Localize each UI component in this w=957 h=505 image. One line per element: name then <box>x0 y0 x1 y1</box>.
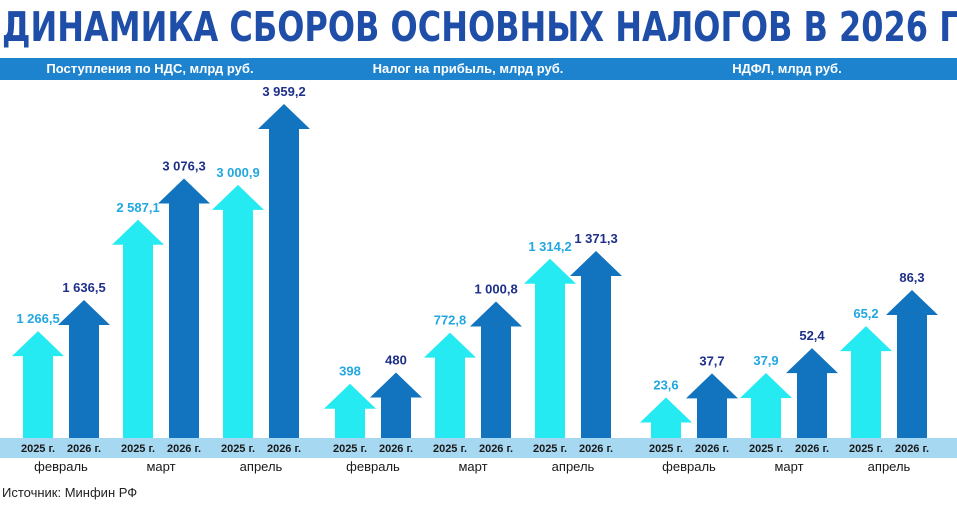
value-label-p1-m2-s0: 1 314,2 <box>528 239 571 254</box>
year-label-p1-m2-s0: 2025 г. <box>533 443 567 455</box>
value-label-p0-m2-s1: 3 959,2 <box>262 84 305 99</box>
year-label-p1-m1-s1: 2026 г. <box>479 443 513 455</box>
arrow-bar-p2-m0-s1 <box>686 373 738 438</box>
arrow-bar-p1-m0-s0 <box>324 383 376 438</box>
arrow-bar-p2-m1-s1 <box>786 348 838 438</box>
panel-header-band <box>0 58 957 80</box>
value-label-p1-m0-s0: 398 <box>339 364 361 379</box>
arrow-bar-p0-m1-s1 <box>158 178 210 438</box>
year-label-p0-m1-s1: 2026 г. <box>167 443 201 455</box>
year-label-band <box>0 438 957 458</box>
panel-title-vat: Поступления по НДС, млрд руб. <box>46 61 254 76</box>
value-label-p1-m2-s1: 1 371,3 <box>574 231 617 246</box>
panel-title-profit-tax: Налог на прибыль, млрд руб. <box>372 61 564 76</box>
year-label-p0-m2-s1: 2026 г. <box>267 443 301 455</box>
month-label-p1-m0: февраль <box>346 459 400 474</box>
month-label-p0-m0: февраль <box>34 459 88 474</box>
month-label-p0-m1: март <box>146 459 175 474</box>
year-label-p0-m0-s1: 2026 г. <box>67 443 101 455</box>
value-label-p2-m2-s0: 65,2 <box>853 306 878 321</box>
arrow-bar-p0-m0-s1 <box>58 299 110 438</box>
tax-collections-chart: 1 266,5 2025 г. 1 636,5 2026 г. февраль 2 587… <box>12 84 938 474</box>
year-label-p0-m1-s0: 2025 г. <box>121 443 155 455</box>
month-label-p2-m1: март <box>774 459 803 474</box>
year-label-p1-m0-s0: 2025 г. <box>333 443 367 455</box>
year-label-p2-m2-s1: 2026 г. <box>895 443 929 455</box>
month-label-p2-m2: апрель <box>868 459 911 474</box>
arrow-bar-p1-m2-s1 <box>570 251 622 438</box>
value-label-p1-m0-s1: 480 <box>385 353 407 368</box>
value-label-p1-m1-s0: 772,8 <box>434 313 467 328</box>
arrow-bar-p0-m2-s1 <box>258 104 310 438</box>
year-label-p2-m0-s1: 2026 г. <box>695 443 729 455</box>
year-label-p1-m0-s1: 2026 г. <box>379 443 413 455</box>
value-label-p2-m0-s1: 37,7 <box>699 353 724 368</box>
value-label-p2-m2-s1: 86,3 <box>899 270 924 285</box>
value-label-p2-m0-s0: 23,6 <box>653 378 678 393</box>
year-label-p0-m0-s0: 2025 г. <box>21 443 55 455</box>
arrow-bar-p2-m2-s0 <box>840 326 892 438</box>
arrow-bar-p1-m1-s1 <box>470 301 522 438</box>
month-label-p0-m2: апрель <box>240 459 283 474</box>
value-label-p0-m1-s0: 2 587,1 <box>116 200 159 215</box>
month-label-p2-m0: февраль <box>662 459 716 474</box>
arrow-bar-p0-m2-s0 <box>212 184 264 438</box>
value-label-p2-m1-s1: 52,4 <box>799 328 825 343</box>
year-label-p2-m1-s1: 2026 г. <box>795 443 829 455</box>
year-label-p1-m1-s0: 2025 г. <box>433 443 467 455</box>
month-label-p1-m2: апрель <box>552 459 595 474</box>
arrow-bar-p0-m1-s0 <box>112 219 164 438</box>
value-label-p0-m1-s1: 3 076,3 <box>162 158 205 173</box>
year-label-p1-m2-s1: 2026 г. <box>579 443 613 455</box>
month-label-p1-m1: март <box>458 459 487 474</box>
year-label-p2-m1-s0: 2025 г. <box>749 443 783 455</box>
arrow-bar-p2-m1-s0 <box>740 373 792 438</box>
value-label-p0-m0-s0: 1 266,5 <box>16 311 59 326</box>
value-label-p0-m0-s1: 1 636,5 <box>62 280 105 295</box>
value-label-p1-m1-s1: 1 000,8 <box>474 282 517 297</box>
panel-title-income-tax: НДФЛ, млрд руб. <box>732 61 842 76</box>
year-label-p0-m2-s0: 2025 г. <box>221 443 255 455</box>
value-label-p2-m1-s0: 37,9 <box>753 353 778 368</box>
year-label-p2-m0-s0: 2025 г. <box>649 443 683 455</box>
arrow-bar-p1-m0-s1 <box>370 372 422 438</box>
year-label-p2-m2-s0: 2025 г. <box>849 443 883 455</box>
value-label-p0-m2-s0: 3 000,9 <box>216 165 259 180</box>
arrow-bar-p1-m2-s0 <box>524 258 576 438</box>
arrow-bar-p2-m0-s0 <box>640 397 692 438</box>
arrow-bar-p2-m2-s1 <box>886 290 938 438</box>
arrow-bar-p0-m0-s0 <box>12 331 64 438</box>
source-note: Источник: Минфин РФ <box>2 485 138 500</box>
arrow-bar-p1-m1-s0 <box>424 332 476 438</box>
